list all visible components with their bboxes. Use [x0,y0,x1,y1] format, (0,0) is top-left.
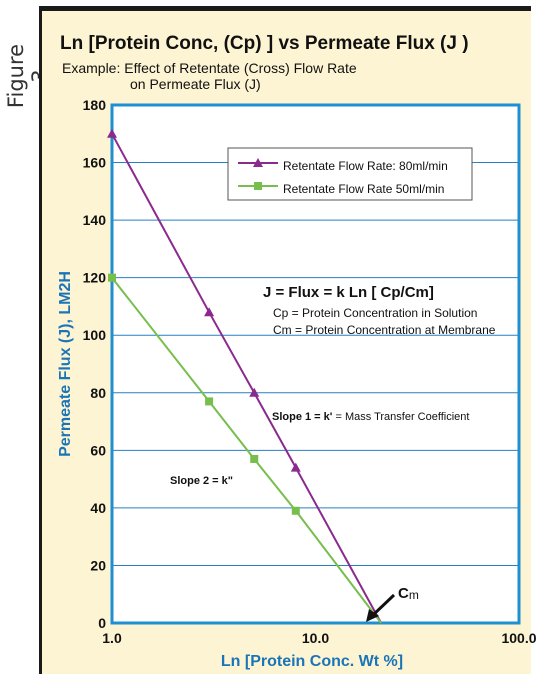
series-1-point [250,454,259,463]
cp-definition: Cp = Protein Concentration in Solution [273,306,477,320]
x-tick-label: 1.0 [102,630,122,646]
x-axis-label: Ln [Protein Conc. Wt %] [221,653,403,670]
plot-border [110,103,521,625]
chart-title: Ln [Protein Conc, (Cp) ] vs Permeate Flu… [60,33,469,54]
y-tick-label: 120 [83,270,107,286]
y-axis-label: Permeate Flux (J), LM2H [57,271,74,457]
y-tick-label: 20 [90,557,106,573]
chart-subtitle-line2: on Permeate Flux (J) [130,76,261,92]
slope2-annotation: Slope 2 = k" [170,475,233,487]
y-tick-label: 80 [90,385,106,401]
y-tick-label: 60 [90,442,106,458]
grid-lines [112,162,519,566]
legend [238,158,278,190]
series-0-point [290,462,301,472]
y-tick-label: 40 [90,500,106,516]
slope1-annotation: Slope 1 = k' = Mass Transfer Coefficient [272,411,469,423]
chart-subtitle-line1: Example: Effect of Retentate (Cross) Flo… [62,60,357,76]
equation-annotation: J = Flux = k Ln [ Cp/Cm] [263,284,434,301]
legend-label-50: Retentate Flow Rate 50ml/min [283,182,444,196]
slope1-rest: = Mass Transfer Coefficient [332,411,469,423]
cm-label-sub: m [409,588,419,602]
y-tick-label: 0 [98,615,106,631]
y-tick-label: 140 [83,212,107,228]
y-tick-label: 100 [83,327,107,343]
legend-0-marker [253,158,263,167]
cm-arrow-icon [366,593,396,622]
legend-1-marker [254,182,262,190]
cm-definition: Cm = Protein Concentration at Membrane [273,323,496,337]
x-tick-label: 10.0 [302,630,329,646]
series-1-point [291,506,300,515]
series-0-point [249,387,260,397]
series-1-point [108,273,116,282]
legend-label-80: Retentate Flow Rate: 80ml/min [283,159,448,173]
cm-label: Cm [398,585,419,602]
slope1-bold: Slope 1 = k' [272,411,333,423]
x-tick-label: 100.0 [501,630,536,646]
series-0-point [107,128,117,138]
tick-labels: 0 20 40 60 80 100 120 140 160 180 1.0 10.0 100.0 [83,97,537,646]
y-tick-label: 180 [83,97,107,113]
series-markers [107,128,301,515]
series-1-point [205,397,214,406]
series-0-point [204,307,215,317]
cm-label-main: C [398,585,409,602]
legend-box [227,147,473,201]
y-tick-label: 160 [83,155,107,171]
